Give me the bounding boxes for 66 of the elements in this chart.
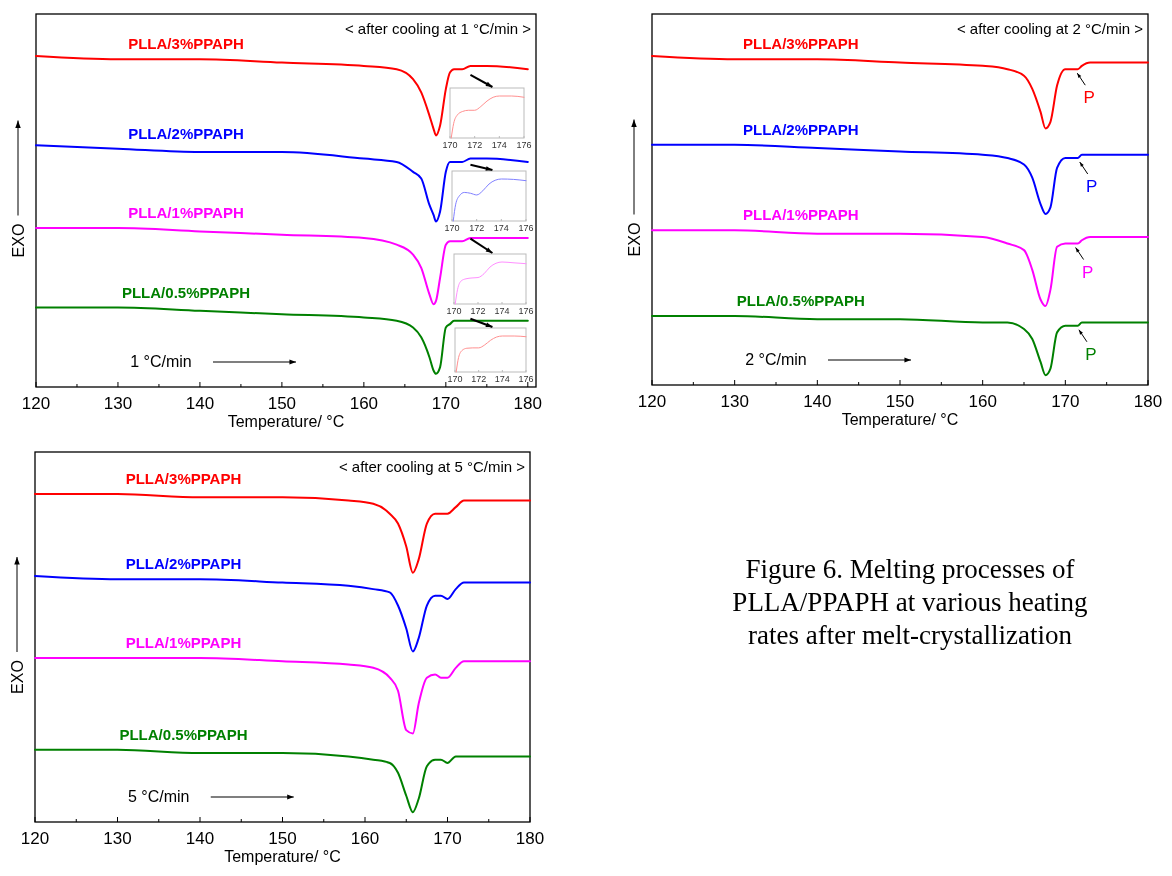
x-tick-label: 130 [103,829,132,848]
x-tick-label: 180 [1133,392,1163,411]
series-label: PLLA/1%PPAPH [743,206,859,224]
series-label: PLLA/1%PPAPH [128,204,244,222]
x-tick-label: 176 [518,223,534,233]
x-tick-label: 120 [20,829,50,848]
x-tick-label: 176 [518,374,534,384]
x-tick-label: 172 [470,306,486,316]
x-tick-label: 174 [494,374,510,384]
text: < after cooling at 1 °C/min > [344,20,532,37]
annotation: 1 °C/min [130,353,192,370]
x-tick-label: 160 [349,394,379,413]
annotation: P [1085,344,1097,364]
x-tick-label: 176 [518,306,534,316]
x-tick-label: 120 [21,394,51,413]
y-axis-title: EXO [626,222,643,257]
series-label: PLLA/2%PPAPH [125,555,242,573]
x-tick-label: 120 [637,392,667,411]
x-tick-label: 170 [431,394,461,413]
x-tick-label: 180 [515,829,545,848]
annotation: 5 °C/min [127,788,190,805]
y-axis-title: EXO [9,660,26,694]
x-tick-label: 150 [268,829,297,848]
x-axis-title: Temperature/ °C [224,848,341,865]
x-tick-label: 140 [803,392,832,411]
x-tick-label: 170 [447,374,463,384]
x-tick-label: 176 [516,140,532,150]
x-tick-label: 172 [469,223,485,233]
x-tick-label: 170 [1051,392,1080,411]
x-tick-label: 130 [720,392,749,411]
x-tick-label: 174 [491,140,507,150]
caption: Figure 6. Melting processes of PLLA/PPAPH at various heating rates after melt-crystallization [732,554,1088,650]
annotation: P [1086,176,1098,196]
x-tick-label: 172 [471,374,487,384]
series-label: PLLA/1%PPAPH [125,634,242,651]
text: < after cooling at 2 °C/min > [956,20,1144,37]
x-tick-label: 150 [267,394,297,413]
x-axis-title: Temperature/ °C [227,413,345,430]
series-label: PLLA/0.5%PPAPH [119,725,248,743]
x-tick-label: 172 [467,140,483,150]
x-tick-label: 140 [185,829,215,848]
annotation: 2 °C/min [745,351,807,368]
x-tick-label: 180 [513,394,542,413]
x-tick-label: 170 [446,306,462,316]
series-label: PLLA/2%PPAPH [128,124,244,142]
text: < after cooling at 5 °C/min > [338,458,526,475]
x-tick-label: 174 [493,223,509,233]
series-label: PLLA/3%PPAPH [743,35,859,53]
y-axis-title: EXO [10,223,27,258]
x-tick-label: 170 [442,140,458,150]
x-tick-label: 174 [494,306,510,316]
x-tick-label: 140 [185,394,215,413]
x-axis-title: Temperature/ °C [841,411,959,428]
x-tick-label: 150 [885,392,915,411]
series-label: PLLA/3%PPAPH [128,35,244,53]
annotation: P [1081,262,1094,282]
x-tick-label: 160 [350,829,380,848]
series-label: PLLA/0.5%PPAPH [736,291,865,309]
x-tick-label: 170 [444,223,460,233]
x-tick-label: 170 [433,829,462,848]
annotation: P [1083,88,1095,108]
series-label: PLLA/2%PPAPH [743,120,859,138]
x-tick-label: 130 [103,394,133,413]
x-tick-label: 160 [968,392,997,411]
series-label: PLLA/0.5%PPAPH [121,283,251,301]
series-label: PLLA/3%PPAPH [125,470,242,487]
